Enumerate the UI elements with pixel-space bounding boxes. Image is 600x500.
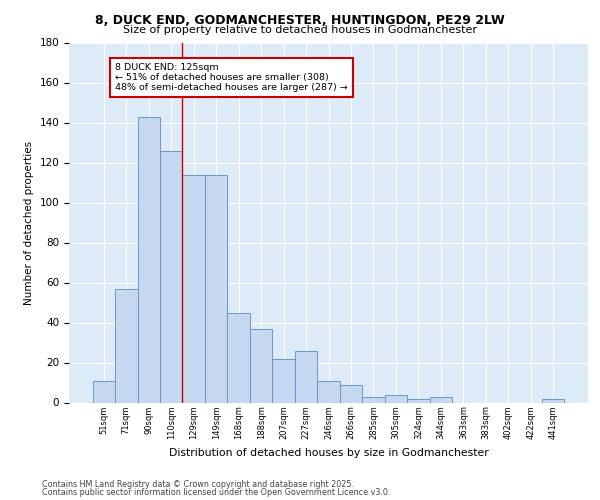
Bar — [92, 380, 115, 402]
Bar — [182, 174, 205, 402]
X-axis label: Distribution of detached houses by size in Godmanchester: Distribution of detached houses by size … — [169, 448, 488, 458]
Text: Contains public sector information licensed under the Open Government Licence v3: Contains public sector information licen… — [42, 488, 391, 497]
Y-axis label: Number of detached properties: Number of detached properties — [24, 140, 34, 304]
Bar — [160, 150, 182, 402]
Bar — [407, 398, 430, 402]
Bar — [272, 358, 295, 403]
Bar — [542, 398, 565, 402]
Bar — [295, 350, 317, 403]
Bar — [227, 312, 250, 402]
Bar — [362, 396, 385, 402]
Bar — [385, 394, 407, 402]
Bar — [340, 384, 362, 402]
Bar — [430, 396, 452, 402]
Text: 8 DUCK END: 125sqm
← 51% of detached houses are smaller (308)
48% of semi-detach: 8 DUCK END: 125sqm ← 51% of detached hou… — [115, 62, 348, 92]
Text: Size of property relative to detached houses in Godmanchester: Size of property relative to detached ho… — [123, 25, 477, 35]
Bar — [317, 380, 340, 402]
Text: Contains HM Land Registry data © Crown copyright and database right 2025.: Contains HM Land Registry data © Crown c… — [42, 480, 354, 489]
Bar — [205, 174, 227, 402]
Bar — [250, 328, 272, 402]
Bar — [137, 116, 160, 403]
Text: 8, DUCK END, GODMANCHESTER, HUNTINGDON, PE29 2LW: 8, DUCK END, GODMANCHESTER, HUNTINGDON, … — [95, 14, 505, 27]
Bar — [115, 288, 137, 403]
